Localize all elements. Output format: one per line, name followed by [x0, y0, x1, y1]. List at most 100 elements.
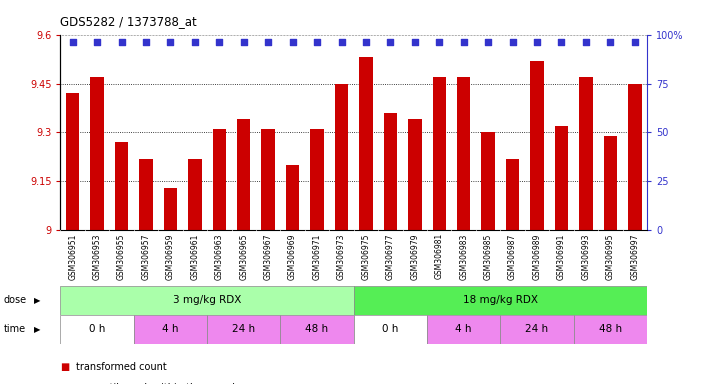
Bar	[237, 119, 250, 230]
Text: GSM306975: GSM306975	[361, 233, 370, 280]
Bar	[432, 77, 446, 230]
Bar	[66, 93, 80, 230]
Text: GSM306997: GSM306997	[630, 233, 639, 280]
Bar	[188, 159, 202, 230]
Bar	[506, 159, 519, 230]
Bar	[628, 84, 641, 230]
Text: ■: ■	[60, 362, 70, 372]
Bar	[310, 129, 324, 230]
Text: time: time	[4, 324, 26, 334]
Text: GSM306983: GSM306983	[459, 233, 469, 280]
Bar	[354, 315, 427, 344]
Point	[92, 39, 103, 45]
Bar	[207, 315, 280, 344]
Text: GSM306963: GSM306963	[215, 233, 224, 280]
Bar	[359, 58, 373, 230]
Text: GDS5282 / 1373788_at: GDS5282 / 1373788_at	[60, 15, 197, 28]
Point	[483, 39, 494, 45]
Text: GSM306981: GSM306981	[434, 233, 444, 280]
Bar	[213, 129, 226, 230]
Bar	[555, 126, 568, 230]
Point	[238, 39, 250, 45]
Bar	[286, 165, 299, 230]
Bar	[134, 315, 207, 344]
Text: GSM306993: GSM306993	[582, 233, 590, 280]
Point	[67, 39, 78, 45]
Point	[556, 39, 567, 45]
Bar	[384, 113, 397, 230]
Text: GSM306977: GSM306977	[386, 233, 395, 280]
Text: GSM306955: GSM306955	[117, 233, 126, 280]
Bar	[408, 119, 422, 230]
Text: GSM306989: GSM306989	[533, 233, 542, 280]
Bar	[530, 61, 544, 230]
Bar	[354, 286, 647, 315]
Point	[116, 39, 127, 45]
Text: ■: ■	[60, 383, 70, 384]
Point	[311, 39, 323, 45]
Bar	[604, 136, 617, 230]
Text: 48 h: 48 h	[306, 324, 328, 334]
Point	[336, 39, 347, 45]
Text: 4 h: 4 h	[162, 324, 178, 334]
Bar	[60, 286, 354, 315]
Text: GSM306987: GSM306987	[508, 233, 517, 280]
Text: GSM306953: GSM306953	[92, 233, 102, 280]
Text: GSM306995: GSM306995	[606, 233, 615, 280]
Text: percentile rank within the sample: percentile rank within the sample	[76, 383, 241, 384]
Bar	[262, 129, 275, 230]
Bar	[501, 315, 574, 344]
Point	[409, 39, 420, 45]
Bar	[164, 188, 177, 230]
Point	[604, 39, 616, 45]
Bar	[114, 142, 128, 230]
Text: 0 h: 0 h	[383, 324, 399, 334]
Point	[531, 39, 542, 45]
Point	[580, 39, 592, 45]
Bar	[60, 315, 134, 344]
Point	[213, 39, 225, 45]
Bar	[579, 77, 593, 230]
Text: 18 mg/kg RDX: 18 mg/kg RDX	[463, 295, 538, 306]
Text: GSM306957: GSM306957	[141, 233, 151, 280]
Bar	[457, 77, 471, 230]
Text: ▶: ▶	[34, 325, 41, 334]
Text: GSM306969: GSM306969	[288, 233, 297, 280]
Bar	[574, 315, 647, 344]
Bar	[335, 84, 348, 230]
Text: GSM306967: GSM306967	[264, 233, 273, 280]
Bar	[481, 132, 495, 230]
Text: GSM306971: GSM306971	[313, 233, 321, 280]
Text: GSM306985: GSM306985	[483, 233, 493, 280]
Text: 24 h: 24 h	[232, 324, 255, 334]
Text: GSM306961: GSM306961	[191, 233, 199, 280]
Text: dose: dose	[4, 295, 27, 306]
Text: 4 h: 4 h	[456, 324, 472, 334]
Point	[262, 39, 274, 45]
Point	[507, 39, 518, 45]
Point	[360, 39, 372, 45]
Text: 24 h: 24 h	[525, 324, 549, 334]
Bar	[139, 159, 153, 230]
Point	[287, 39, 299, 45]
Text: GSM306959: GSM306959	[166, 233, 175, 280]
Text: 48 h: 48 h	[599, 324, 622, 334]
Point	[189, 39, 201, 45]
Text: GSM306965: GSM306965	[239, 233, 248, 280]
Text: GSM306991: GSM306991	[557, 233, 566, 280]
Bar	[427, 315, 501, 344]
Point	[140, 39, 151, 45]
Text: transformed count: transformed count	[76, 362, 167, 372]
Text: GSM306973: GSM306973	[337, 233, 346, 280]
Bar	[90, 77, 104, 230]
Point	[165, 39, 176, 45]
Text: GSM306979: GSM306979	[410, 233, 419, 280]
Point	[458, 39, 469, 45]
Point	[434, 39, 445, 45]
Text: GSM306951: GSM306951	[68, 233, 77, 280]
Bar	[280, 315, 353, 344]
Text: 3 mg/kg RDX: 3 mg/kg RDX	[173, 295, 241, 306]
Text: 0 h: 0 h	[89, 324, 105, 334]
Text: ▶: ▶	[34, 296, 41, 305]
Point	[629, 39, 641, 45]
